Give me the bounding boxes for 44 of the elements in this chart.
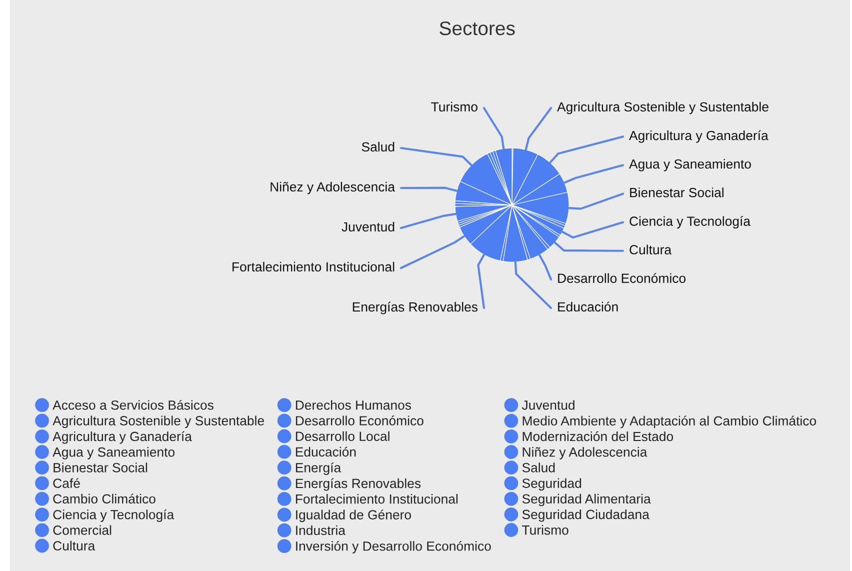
legend-label: Salud: [522, 462, 555, 472]
slice-label: Salud: [362, 142, 394, 152]
legend-label: Juventud: [522, 400, 574, 410]
category-label: Desarrollo Económico: [558, 273, 686, 283]
legend-label: Inversión y Desarrollo Económico: [296, 540, 491, 554]
category-label: Fortalecimiento Institucional: [232, 262, 394, 272]
legend-label: Modernización del Estado: [522, 431, 674, 442]
slice-label: Bienestar Social: [630, 188, 724, 198]
legend-label: Ciencia y Tecnología: [53, 509, 174, 522]
legend-label: Agricultura Sostenible y Sustentable: [52, 416, 264, 428]
slice-label: Energías Renovables: [352, 302, 478, 314]
slice-label: Agricultura Sostenible y Sustentable: [557, 102, 768, 114]
legend-label: Acceso a Servicios Básicos: [52, 400, 214, 410]
legend-label: Derechos Humanos: [296, 400, 412, 410]
category-label: Agua y Saneamiento: [629, 158, 751, 172]
legend-label: Seguridad Ciudadana: [522, 509, 650, 522]
legend-label: Educación: [296, 446, 356, 457]
legend-label: Desarrollo Local: [296, 431, 390, 441]
legend-label: Niñez y Adolescencia: [522, 447, 648, 460]
slice-label: Agricultura y Ganadería: [629, 130, 768, 143]
legend-label: Agua y Saneamiento: [52, 447, 175, 460]
legend-label: Seguridad Alimentaria: [522, 494, 651, 506]
legend-label: Industria: [296, 525, 346, 536]
legend-label: Bienestar Social: [54, 462, 148, 472]
legend-label: Desarrollo Económico: [296, 416, 424, 426]
legend-label: Energía: [296, 462, 342, 475]
slice-label: Cultura: [630, 244, 672, 254]
legend-label: Cambio Climático: [53, 494, 156, 504]
legend-label: Cultura: [53, 540, 96, 550]
category-label: Niñez y Adolescencia: [270, 182, 396, 194]
slice-label: Juventud: [342, 222, 394, 232]
legend-label: Fortalecimiento Institucional: [296, 494, 458, 504]
legend-label: Igualdad de Género: [296, 510, 411, 522]
slice-label: Educación: [558, 302, 618, 312]
legend-label: Agricultura y Ganadería: [52, 431, 192, 444]
legend-label: Medio Ambiente y Adaptación al Cambio Climático: [522, 416, 816, 428]
legend-label: Café: [53, 478, 80, 488]
chart-title: Sectores: [440, 21, 515, 36]
legend-label: Comercial: [53, 525, 112, 535]
legend-label: Energías Renovables: [296, 478, 421, 491]
slice-label: Turismo: [431, 102, 478, 112]
legend-label: Turismo: [522, 525, 568, 535]
legend-label: Seguridad: [522, 478, 582, 491]
slice-label: Ciencia y Tecnología: [630, 216, 751, 229]
